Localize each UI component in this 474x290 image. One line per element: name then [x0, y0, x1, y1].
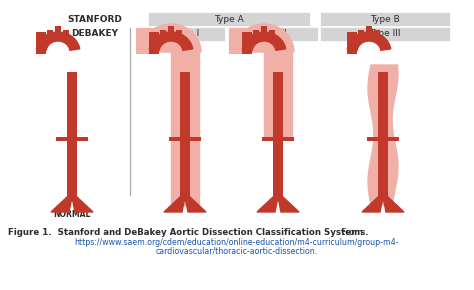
Bar	[169, 137, 180, 141]
Bar	[67, 72, 77, 197]
Text: Figure 1.  Stanford and DeBakey Aortic Dissection Classification Systems.: Figure 1. Stanford and DeBakey Aortic Di…	[8, 228, 369, 237]
Polygon shape	[51, 197, 72, 212]
Bar	[242, 32, 252, 54]
Bar	[273, 72, 283, 197]
Bar	[262, 137, 273, 141]
Bar	[136, 28, 156, 54]
Bar	[374, 30, 380, 38]
Polygon shape	[264, 48, 292, 137]
Text: Type III: Type III	[369, 30, 401, 39]
Bar	[160, 30, 166, 38]
Polygon shape	[171, 48, 199, 205]
Bar	[168, 26, 174, 37]
Text: cardiovascular/thoracic-aortic-dissection.: cardiovascular/thoracic-aortic-dissectio…	[156, 247, 318, 256]
Text: Type B: Type B	[370, 14, 400, 23]
Text: NORMAL: NORMAL	[53, 210, 91, 219]
Polygon shape	[149, 32, 193, 50]
Polygon shape	[72, 197, 93, 212]
Polygon shape	[36, 32, 80, 50]
Polygon shape	[362, 197, 383, 212]
Text: https://www.saem.org/cdem/education/online-education/m4-curriculum/group-m4-: https://www.saem.org/cdem/education/onli…	[75, 238, 399, 247]
Polygon shape	[242, 32, 286, 50]
Bar	[283, 137, 294, 141]
Bar	[47, 30, 53, 38]
Bar	[148, 27, 225, 41]
Text: STANFORD: STANFORD	[68, 14, 122, 23]
Bar	[56, 137, 67, 141]
Bar	[149, 32, 159, 54]
Bar	[55, 26, 61, 37]
Polygon shape	[141, 24, 201, 52]
Bar	[228, 27, 318, 41]
Bar	[378, 72, 388, 197]
Bar	[176, 30, 182, 38]
Bar	[347, 32, 357, 54]
Polygon shape	[347, 32, 391, 50]
Text: Type II: Type II	[258, 30, 287, 39]
Bar	[269, 30, 275, 38]
Polygon shape	[164, 197, 185, 212]
Bar	[180, 72, 190, 197]
Text: DEBAKEY: DEBAKEY	[72, 30, 118, 39]
Bar	[261, 26, 267, 37]
Bar	[366, 26, 372, 37]
Polygon shape	[185, 197, 206, 212]
Polygon shape	[257, 197, 278, 212]
Text: Type I: Type I	[173, 30, 200, 39]
Bar	[229, 28, 249, 54]
Bar	[253, 30, 259, 38]
Bar	[320, 27, 450, 41]
Bar	[367, 137, 378, 141]
Bar	[36, 32, 46, 54]
Polygon shape	[383, 197, 404, 212]
Polygon shape	[368, 65, 398, 205]
Bar	[190, 137, 201, 141]
Bar	[63, 30, 69, 38]
Polygon shape	[234, 24, 294, 52]
Bar	[320, 12, 450, 26]
Text: Type A: Type A	[214, 14, 244, 23]
Polygon shape	[278, 197, 299, 212]
Bar	[77, 137, 88, 141]
Bar	[388, 137, 399, 141]
Text: From: From	[336, 228, 363, 237]
Bar	[358, 30, 365, 38]
Bar	[148, 12, 310, 26]
